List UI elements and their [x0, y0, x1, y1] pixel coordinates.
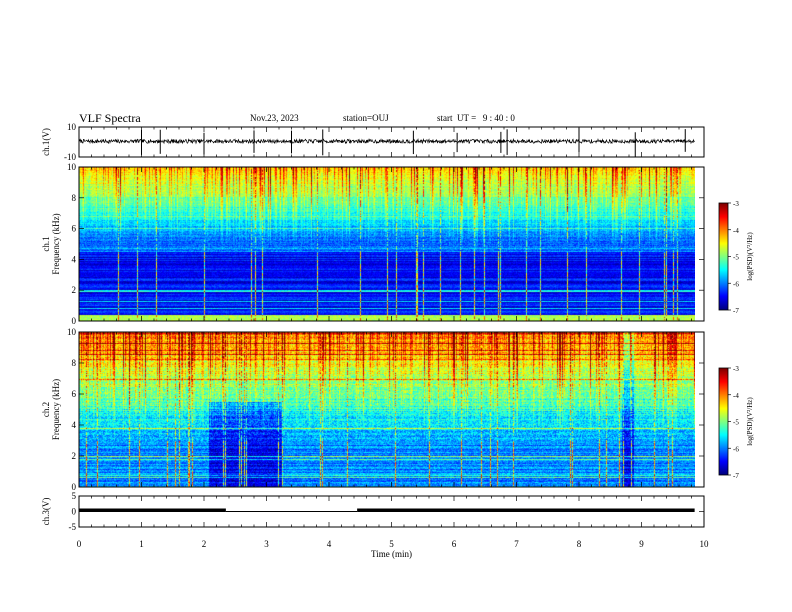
spectrogram-ch1-ytick-label: 2	[72, 285, 77, 295]
ch1-waveform-line	[78, 137, 695, 145]
spectrogram-ch1-image	[79, 167, 695, 321]
station-label: station=OUJ	[343, 113, 389, 123]
x-tick-label: 7	[514, 539, 519, 549]
spectrogram-ch1-colorbar-tick-label: -3	[733, 200, 739, 208]
ch1-ylabel: ch.1(V)	[41, 128, 51, 156]
spectrogram-ch1-colorbar-tick-label: -4	[733, 227, 739, 235]
ch3-ytick-label: -5	[69, 522, 77, 532]
spectrogram-ch2-ytick-label: 8	[72, 358, 77, 368]
spectrogram-ch2-ytick-label: 4	[72, 420, 77, 430]
spectrogram-ch1-ytick-label: 10	[67, 162, 77, 172]
spectrogram-ch2-colorbar-tick-label: -4	[733, 392, 739, 400]
ch3-ytick-label: 5	[72, 491, 77, 501]
spectrogram-ch2-ylabel: ch.2	[41, 402, 51, 417]
x-tick-label: 9	[639, 539, 644, 549]
spectrogram-ch2-ytick-label: 0	[72, 482, 77, 492]
spectrogram-ch2-ytick-label: 2	[72, 451, 77, 461]
spectrogram-ch1-ytick-label: 4	[72, 254, 77, 264]
spectrogram-ch1-colorbar-label: log(PSD)(V²/Hz)	[746, 232, 754, 281]
x-tick-label: 6	[452, 539, 457, 549]
x-tick-label: 2	[202, 539, 207, 549]
ch3-ytick-label: 0	[72, 507, 77, 517]
spectrogram-ch2-colorbar-tick-label: -5	[733, 419, 739, 427]
spectrogram-ch1-ylabel: Frequency (kHz)	[51, 213, 61, 274]
spectrogram-ch2-colorbar-tick-label: -7	[733, 472, 739, 480]
spectrogram-ch2-colorbar-label: log(PSD)(V²/Hz)	[746, 397, 754, 446]
start-time-label: start UT = 9 : 40 : 0	[437, 113, 515, 123]
spectrogram-ch1-ytick-label: 8	[72, 193, 77, 203]
ch3-ylabel: ch.3(V)	[41, 498, 51, 526]
spectrogram-ch1-colorbar-tick-label: -7	[733, 307, 739, 315]
x-tick-label: 4	[327, 539, 332, 549]
x-tick-label: 10	[700, 539, 710, 549]
spectrogram-ch1-ylabel: ch.1	[41, 236, 51, 251]
x-tick-label: 0	[77, 539, 82, 549]
spectrogram-ch1-colorbar-tick-label: -5	[733, 254, 739, 262]
spectrogram-ch2-ytick-label: 10	[67, 327, 77, 337]
x-tick-label: 1	[139, 539, 144, 549]
figure-title: VLF Spectra	[79, 111, 141, 125]
spectrogram-ch2-ylabel: Frequency (kHz)	[51, 379, 61, 440]
ch1-ytick-label: -10	[64, 152, 76, 162]
spectrogram-ch1-colorbar	[719, 203, 728, 310]
spectrogram-ch1-ytick-label: 6	[72, 224, 77, 234]
x-tick-label: 5	[389, 539, 394, 549]
spectrogram-ch1-ytick-label: 0	[72, 316, 77, 326]
spectrogram-ch2-image	[79, 332, 695, 487]
x-tick-label: 3	[264, 539, 269, 549]
spectrogram-ch2-colorbar-tick-label: -6	[733, 445, 739, 453]
ch1-ytick-label: 10	[67, 122, 77, 132]
x-axis-label: Time (min)	[371, 549, 412, 559]
spectrogram-ch1-colorbar-tick-label: -6	[733, 280, 739, 288]
x-tick-label: 8	[577, 539, 582, 549]
spectrogram-ch2-colorbar	[719, 368, 728, 475]
spectrogram-ch2-colorbar-tick-label: -3	[733, 365, 739, 373]
date-label: Nov.23, 2023	[250, 113, 299, 123]
spectrogram-ch2-ytick-label: 6	[72, 389, 77, 399]
